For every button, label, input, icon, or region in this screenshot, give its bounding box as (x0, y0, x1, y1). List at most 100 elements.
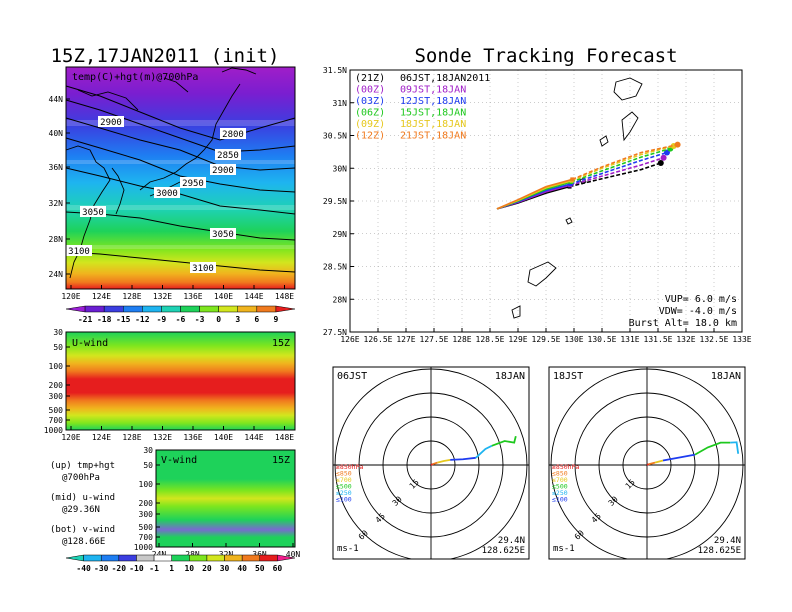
lon-tick-label: 132E (676, 335, 695, 344)
legend-code: (12Z) (355, 131, 385, 142)
colorbar-label: -9 (157, 315, 167, 324)
track-lat-ticks: 31.5N 31N 30.5N 30N 29.5N 29N 28.5N 28N 27.5N (323, 66, 354, 337)
pressure-tick-label: 1000 (134, 543, 153, 552)
pressure-legend-item: ≥850hPa (552, 463, 579, 471)
pressure-tick-label: 200 (49, 381, 64, 390)
colorbar-label: -21 (78, 315, 93, 324)
temperature-colorbar: -21 -18 -15 -12 -9 -6 -3 0 3 6 9 (65, 305, 296, 324)
colorbar-label: 40 (237, 564, 247, 573)
hodograph-lat: 29.4N (498, 536, 525, 546)
landing-point (674, 141, 681, 148)
pressure-legend-item: ≤100 (336, 496, 352, 504)
lat-tick-label: 28N (49, 235, 64, 244)
hodograph-segment (662, 453, 696, 462)
colorbar-swatch (100, 554, 120, 562)
colorbar-swatch (189, 554, 208, 562)
lon-tick-label: 120E (61, 433, 80, 442)
lat-tick-label: 32N (219, 550, 234, 559)
lon-tick-label: 130E (564, 335, 583, 344)
lon-tick-label: 129E (508, 335, 527, 344)
contour-label: 3050 (212, 230, 234, 240)
map-lon-ticks: 120E 124E 128E 132E 136E 140E 144E 148E (61, 285, 294, 301)
lat-tick-label: 28N (185, 550, 200, 559)
panel-legend-notes: (up) tmp+hgt @700hPa (mid) u-wind @29.36… (50, 461, 115, 547)
lat-tick-label: 31N (333, 99, 348, 108)
hodograph-segment (430, 463, 434, 466)
hodograph-segment (654, 459, 664, 464)
pressure-tick-label: 50 (143, 461, 153, 470)
track-descent-line (569, 157, 664, 187)
pressure-tick-label: 700 (49, 416, 64, 425)
lat-tick-label: 40N (49, 129, 64, 138)
map-frame (65, 66, 296, 290)
pressure-tick-label: 500 (139, 523, 154, 532)
pressure-legend-item: ≤850 (336, 470, 352, 478)
hodograph-lon: 128.625E (482, 546, 525, 556)
colorbar-label: -30 (94, 564, 109, 573)
colorbar-swatch (206, 554, 225, 562)
hodograph-segment (491, 435, 517, 447)
lon-tick-label: 132.5E (700, 335, 729, 344)
contour-labels: 2900 2800 2850 2900 2950 3000 3050 3050 … (66, 116, 246, 274)
hodograph-segment (437, 458, 451, 464)
contour-label: 2900 (100, 118, 122, 128)
colorbar-swatch (103, 305, 124, 313)
lon-tick-label: 127E (396, 335, 415, 344)
note-mid-top: (mid) u-wind (50, 493, 115, 503)
colorbar-swatch (118, 554, 137, 562)
legend-text: 21JST,18JAN (400, 131, 466, 142)
note-bot-bot: @128.66E (62, 537, 105, 547)
lat-tick-label: 30.5N (323, 132, 347, 141)
legend-code: (03Z) (355, 96, 385, 107)
contour-label: 2900 (212, 166, 234, 176)
param-burst: Burst Alt= 18.0 km (629, 318, 737, 329)
track-descent-line (571, 145, 674, 182)
lon-tick-label: 126E (340, 335, 359, 344)
hodograph-segment (648, 461, 656, 466)
track-descent-line (570, 151, 668, 185)
colorbar-swatch (241, 554, 261, 562)
vwind-field (156, 450, 295, 547)
lon-tick-label: 131.5E (644, 335, 673, 344)
lon-tick-label: 124E (92, 292, 111, 301)
uwind-lon-ticks: 120E 124E 128E 132E 136E 140E 144E 148E (61, 426, 294, 442)
colorbar-swatch (65, 554, 84, 562)
pressure-legend-item: ≤850 (552, 470, 568, 478)
lat-tick-label: 24N (152, 550, 167, 559)
legend-text: 18JST,18JAN (400, 119, 466, 130)
colorbar-swatch (259, 554, 278, 562)
colorbar-swatch (83, 554, 102, 562)
lon-tick-label: 128E (122, 292, 141, 301)
vwind-label: V-wind (161, 455, 197, 466)
lat-tick-label: 28.5N (323, 263, 347, 272)
lon-tick-label: 140E (214, 433, 233, 442)
colorbar-swatch (218, 305, 238, 313)
vwind-lat-ticks: 24N 28N 32N 36N 40N (152, 543, 300, 559)
colorbar-label: 30 (220, 564, 230, 573)
lon-tick-label: 144E (244, 292, 263, 301)
landing-point (657, 160, 664, 167)
contour-label: 3100 (68, 247, 90, 257)
note-up-bot: @700hPa (62, 473, 100, 483)
colorbar-label: -40 (76, 564, 91, 573)
lat-tick-label: 28N (333, 295, 348, 304)
map-panel: 2900 2800 2850 2900 2950 3000 3050 3050 … (49, 66, 296, 301)
lon-tick-label: 126.5E (364, 335, 393, 344)
hodograph-lon: 128.625E (698, 546, 741, 556)
legend-text: 12JST,18JAN (400, 96, 466, 107)
colorbar-label: -12 (135, 315, 150, 324)
pressure-tick-label: 500 (49, 406, 64, 415)
legend-code: (00Z) (355, 85, 385, 96)
hodograph-lat: 29.4N (714, 536, 741, 546)
track-lines (496, 141, 681, 210)
colorbar-swatch (142, 305, 162, 313)
lat-tick-label: 29.5N (323, 197, 347, 206)
islands (511, 77, 643, 319)
lon-tick-label: 129.5E (532, 335, 561, 344)
lat-tick-label: 36N (252, 550, 267, 559)
pressure-legend-item: ≥850hPa (336, 463, 363, 471)
